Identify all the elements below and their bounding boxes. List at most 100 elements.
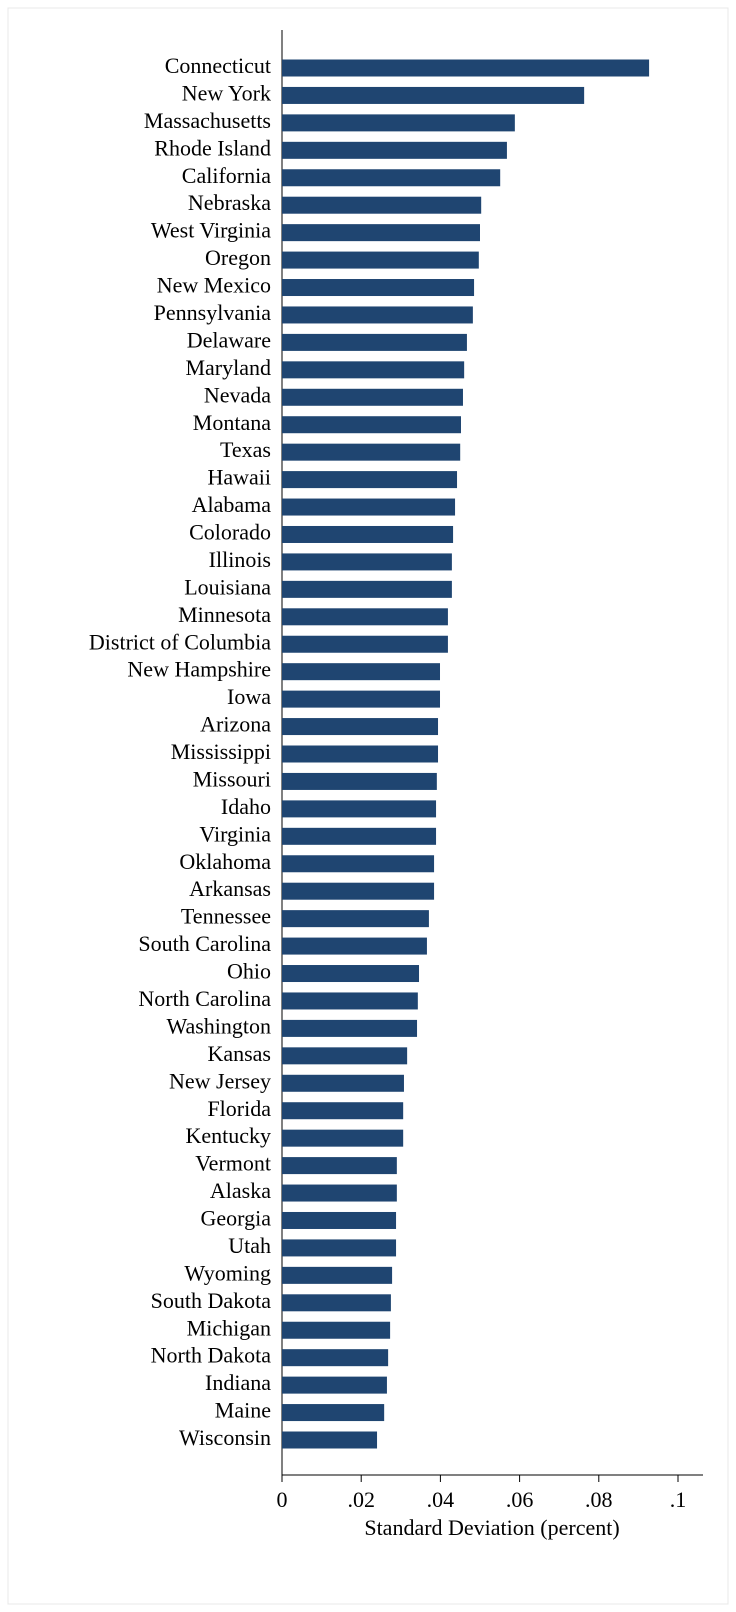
y-tick-label: Rhode Island — [154, 135, 271, 160]
x-axis-label: Standard Deviation (percent) — [364, 1515, 619, 1540]
y-tick-label: Hawaii — [207, 465, 271, 490]
y-tick-label: Kansas — [207, 1041, 271, 1066]
x-tick-label: .08 — [585, 1487, 613, 1512]
y-tick-label: Nebraska — [188, 190, 271, 215]
x-tick-label: .04 — [427, 1487, 455, 1512]
x-tick-label: 0 — [277, 1487, 288, 1512]
y-tick-label: Connecticut — [165, 53, 271, 78]
y-tick-label: Texas — [220, 437, 271, 462]
y-tick-label: Michigan — [187, 1315, 271, 1340]
y-tick-label: District of Columbia — [89, 629, 271, 654]
y-tick-label: Virginia — [199, 821, 271, 846]
bar — [282, 141, 507, 159]
bar — [282, 251, 479, 269]
bar — [282, 169, 501, 187]
y-tick-label: Tennessee — [181, 904, 271, 929]
y-tick-label: Vermont — [195, 1151, 271, 1176]
y-tick-label: New York — [182, 80, 271, 105]
y-tick-label: Arizona — [200, 712, 271, 737]
y-tick-label: Iowa — [227, 684, 271, 709]
y-tick-label: Oregon — [205, 245, 271, 270]
y-tick-label: Minnesota — [178, 602, 271, 627]
bar — [282, 855, 435, 873]
bar — [282, 1129, 404, 1147]
y-tick-label: New Jersey — [169, 1068, 271, 1093]
bar — [282, 388, 463, 406]
bar — [282, 910, 429, 928]
bar — [282, 196, 482, 214]
y-tick-label: North Dakota — [151, 1343, 272, 1368]
y-tick-label: North Carolina — [138, 986, 271, 1011]
bar — [282, 772, 437, 790]
bar — [282, 1074, 404, 1092]
y-tick-label: South Carolina — [138, 931, 271, 956]
bar — [282, 992, 418, 1010]
bar — [282, 1349, 389, 1367]
bar — [282, 525, 454, 543]
bar — [282, 608, 448, 626]
y-tick-label: Utah — [228, 1233, 271, 1258]
bar — [282, 1376, 387, 1394]
y-tick-label: Pennsylvania — [154, 300, 272, 325]
y-tick-label: Missouri — [193, 766, 271, 791]
bar — [282, 498, 456, 516]
bar — [282, 1157, 397, 1175]
bar — [282, 882, 435, 900]
bar — [282, 745, 439, 763]
y-tick-label: Mississippi — [171, 739, 271, 764]
bar — [282, 1047, 408, 1065]
y-tick-label: Nevada — [204, 382, 271, 407]
y-tick-label: Florida — [207, 1096, 271, 1121]
y-tick-label: Colorado — [189, 520, 271, 545]
y-tick-label: New Hampshire — [127, 657, 271, 682]
x-tick-label: .06 — [506, 1487, 534, 1512]
y-tick-label: New Mexico — [157, 273, 271, 298]
y-tick-label: Delaware — [187, 327, 271, 352]
y-tick-label: Alabama — [192, 492, 272, 517]
y-tick-label: California — [182, 163, 271, 188]
bar — [282, 1431, 378, 1449]
y-tick-label: Maine — [215, 1398, 271, 1423]
y-tick-label: Montana — [193, 410, 271, 435]
bar — [282, 306, 473, 324]
y-tick-label: Kentucky — [185, 1123, 271, 1148]
bar — [282, 333, 467, 351]
y-tick-label: Oklahoma — [179, 849, 271, 874]
y-tick-label: Wisconsin — [179, 1425, 271, 1450]
y-tick-label: Georgia — [201, 1206, 272, 1231]
bar — [282, 59, 650, 77]
bar — [282, 663, 441, 681]
bar — [282, 718, 439, 736]
bar — [282, 114, 515, 132]
bar — [282, 1294, 391, 1312]
y-tick-label: Alaska — [210, 1178, 271, 1203]
y-tick-label: Illinois — [209, 547, 271, 572]
y-tick-label: Arkansas — [189, 876, 271, 901]
bar — [282, 1239, 397, 1257]
bar — [282, 635, 448, 653]
bar — [282, 1266, 393, 1284]
x-tick-label: .1 — [670, 1487, 687, 1512]
bar — [282, 1211, 397, 1229]
y-tick-label: West Virginia — [151, 218, 271, 243]
bar — [282, 827, 437, 845]
bar — [282, 1102, 404, 1120]
bar — [282, 1321, 391, 1339]
y-tick-label: Wyoming — [184, 1260, 271, 1285]
bar — [282, 471, 458, 489]
y-tick-label: Louisiana — [184, 574, 271, 599]
y-tick-label: Indiana — [205, 1370, 271, 1395]
bar — [282, 1404, 385, 1422]
bar — [282, 937, 427, 955]
bar — [282, 443, 461, 461]
y-tick-label: Massachusetts — [144, 108, 271, 133]
x-tick-label: .02 — [347, 1487, 375, 1512]
y-tick-label: South Dakota — [151, 1288, 272, 1313]
bar — [282, 1019, 418, 1037]
bar — [282, 1184, 397, 1202]
bar — [282, 553, 452, 571]
bar — [282, 416, 461, 434]
bar — [282, 800, 437, 818]
y-tick-label: Washington — [166, 1013, 271, 1038]
bar — [282, 224, 480, 242]
